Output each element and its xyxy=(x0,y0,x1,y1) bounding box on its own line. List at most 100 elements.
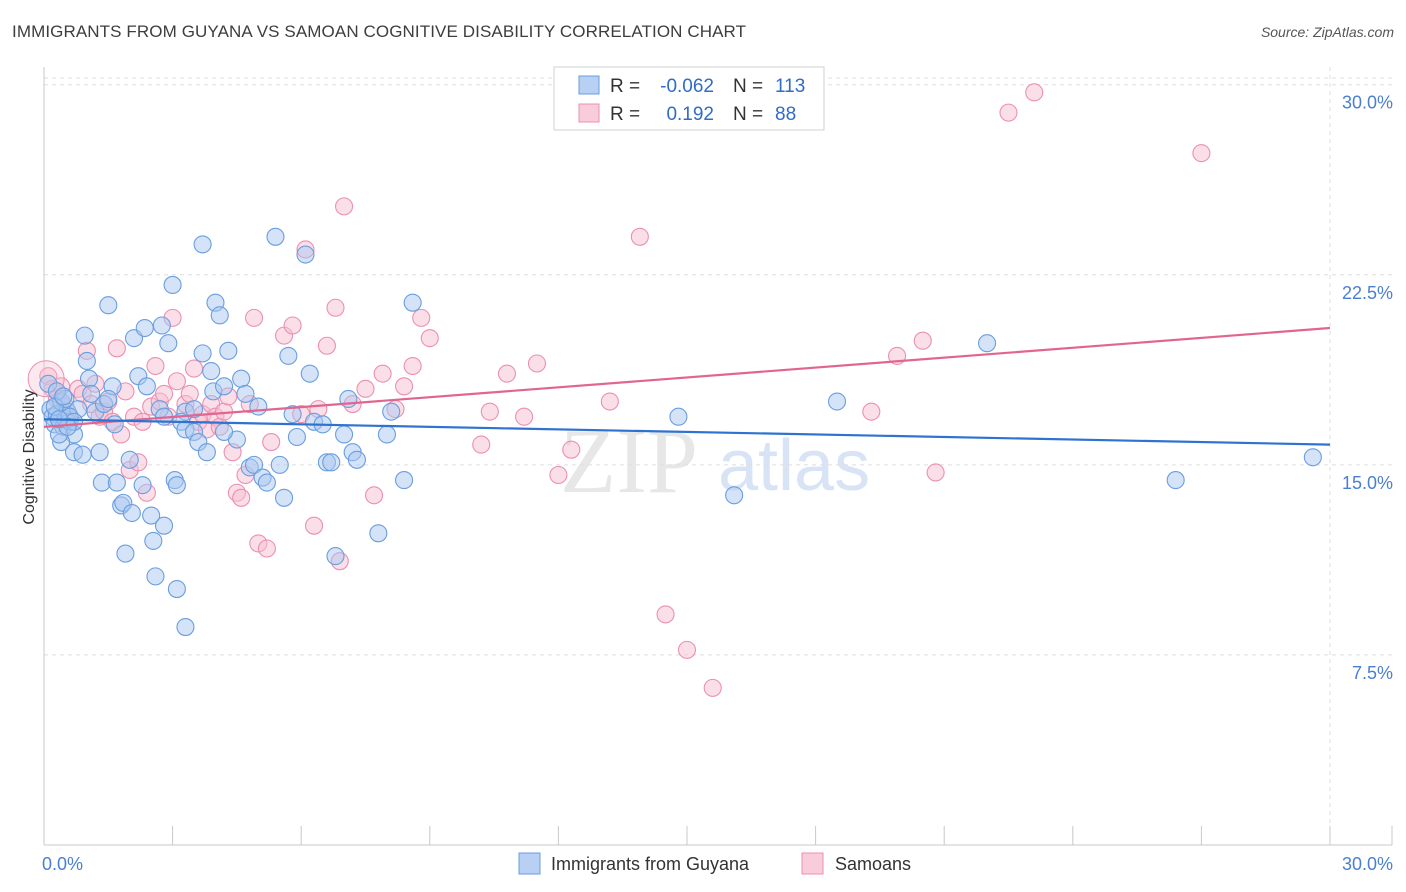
guyana-point xyxy=(249,397,268,416)
samoans-point xyxy=(146,356,165,376)
guyana-point xyxy=(116,544,135,563)
samoans-point xyxy=(180,384,199,403)
watermark-zip: ZIP xyxy=(560,410,698,512)
guyana-point xyxy=(167,476,186,495)
samoans-point xyxy=(365,486,384,505)
x-tick-label: 30.0% xyxy=(1342,854,1393,874)
guyana-point xyxy=(244,455,264,474)
guyana-point xyxy=(287,427,306,447)
guyana-point xyxy=(193,235,212,254)
guyana-point xyxy=(73,445,92,464)
guyana-point xyxy=(99,389,118,409)
samoans-point xyxy=(527,354,547,373)
samoans-point xyxy=(283,316,302,335)
watermark-atlas: atlas xyxy=(718,426,870,506)
guyana-point xyxy=(978,334,997,353)
guyana-point xyxy=(193,344,212,363)
guyana-point xyxy=(92,473,111,492)
samoans-point xyxy=(703,678,722,697)
guyana-point xyxy=(296,245,315,264)
guyana-point xyxy=(120,450,139,469)
guyana-point xyxy=(369,524,388,543)
samoans-point xyxy=(600,392,619,411)
guyana-point xyxy=(163,275,182,294)
samoans-point xyxy=(677,640,697,659)
bottom-legend-swatch-guyana xyxy=(518,852,541,875)
samoans-point xyxy=(913,331,932,350)
legend-swatch-guyana xyxy=(578,75,600,95)
guyana-point xyxy=(54,387,73,406)
guyana-point xyxy=(279,346,298,365)
legend-r-value-2: 0.192 xyxy=(666,104,714,125)
samoans-point xyxy=(305,516,324,535)
guyana-point xyxy=(82,384,101,403)
y-tick-label: 30.0% xyxy=(1342,93,1393,113)
samoans-point xyxy=(1025,83,1044,102)
y-axis-label: Cognitive Disability xyxy=(21,389,38,524)
samoans-trend-line xyxy=(43,326,1331,428)
y-tick-label: 15.0% xyxy=(1342,473,1393,493)
guyana-point xyxy=(197,443,216,462)
samoans-point xyxy=(262,433,281,452)
guyana-point xyxy=(232,369,251,388)
legend-r-label-1: R = xyxy=(610,76,640,97)
guyana-point xyxy=(75,326,94,345)
samoans-point xyxy=(107,339,126,358)
samoans-point xyxy=(232,488,251,507)
guyana-point xyxy=(275,488,294,507)
legend-r-label-2: R = xyxy=(610,104,640,125)
legend-r-value-1: -0.062 xyxy=(660,76,714,97)
samoans-point xyxy=(480,402,499,421)
guyana-point xyxy=(300,364,319,383)
samoans-point xyxy=(257,539,276,558)
guyana-point xyxy=(395,471,414,490)
guyana-point xyxy=(270,455,289,474)
bottom-legend-label-samoans: Samoans xyxy=(835,854,911,874)
guyana-point xyxy=(152,316,171,335)
series-legend: Immigrants from Guyana Samoans xyxy=(518,852,911,875)
guyana-point xyxy=(176,618,195,637)
guyana-point xyxy=(326,547,345,566)
guyana-point xyxy=(154,516,174,535)
legend-n-value-2: 88 xyxy=(775,104,796,125)
samoans-point xyxy=(154,384,174,403)
guyana-point xyxy=(827,392,847,411)
samoans-point xyxy=(926,463,945,482)
samoans-point xyxy=(472,435,491,454)
guyana-point xyxy=(257,473,276,492)
samoans-point xyxy=(184,359,204,378)
guyana-point xyxy=(202,362,221,381)
guyana-point xyxy=(99,296,118,315)
guyana-point xyxy=(146,567,165,586)
bottom-legend-label-guyana: Immigrants from Guyana xyxy=(551,854,750,874)
x-tick-label: 0.0% xyxy=(42,854,83,874)
guyana-point xyxy=(214,377,234,396)
guyana-trend-line xyxy=(43,418,1331,446)
guyana-point xyxy=(122,503,141,523)
samoans-point xyxy=(317,336,336,355)
guyana-point xyxy=(347,450,366,469)
samoans-point xyxy=(403,356,422,376)
legend-n-label-1: N = xyxy=(733,76,763,97)
legend-n-value-1: 113 xyxy=(775,76,805,97)
guyana-point xyxy=(283,405,302,424)
guyana-point xyxy=(725,486,744,505)
legend-swatch-samoans xyxy=(578,103,600,123)
samoans-point xyxy=(497,364,517,383)
guyana-point xyxy=(184,400,204,419)
bottom-legend-swatch-samoans xyxy=(801,852,824,875)
guyana-point xyxy=(219,341,238,360)
guyana-point xyxy=(1166,471,1185,490)
samoans-point xyxy=(549,465,568,485)
guyana-point xyxy=(403,293,422,312)
source-credit: Source: ZipAtlas.com xyxy=(1260,24,1394,40)
guyana-point xyxy=(1303,448,1322,467)
guyana-point xyxy=(159,334,178,353)
guyana-point xyxy=(167,579,186,599)
stats-legend: R = -0.062 N = 113 R = 0.192 N = 88 xyxy=(553,66,825,131)
guyana-point xyxy=(142,506,161,525)
guyana-point xyxy=(377,425,396,444)
samoans-point xyxy=(999,103,1018,122)
samoans-point xyxy=(395,377,414,396)
